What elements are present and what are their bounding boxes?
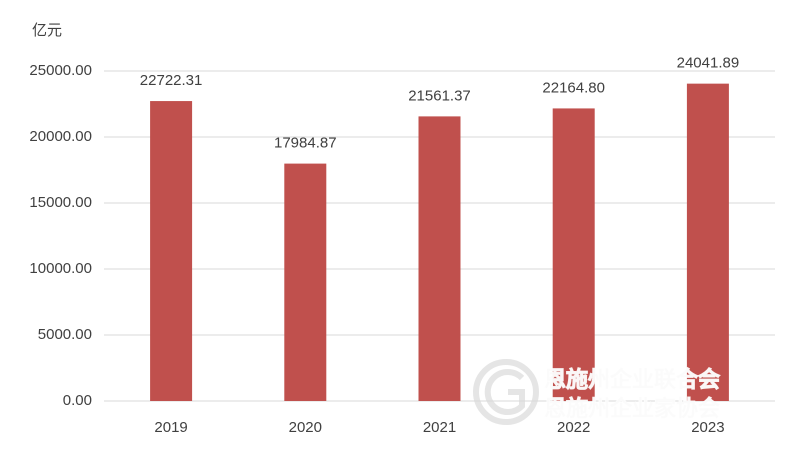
x-tick-label: 2019 xyxy=(154,419,187,436)
watermark-text: 恩施州企业联合会 xyxy=(544,367,720,392)
watermark-logo xyxy=(473,359,539,425)
x-tick-label: 2022 xyxy=(557,419,590,436)
value-label: 22164.80 xyxy=(542,79,605,96)
bar xyxy=(686,83,729,402)
y-tick-label: 10000.00 xyxy=(29,260,92,277)
y-tick-label: 25000.00 xyxy=(29,62,92,79)
x-tick-label: 2021 xyxy=(423,419,456,436)
x-tick-label: 2020 xyxy=(289,419,322,436)
bar xyxy=(418,116,461,401)
y-tick-label: 15000.00 xyxy=(29,194,92,211)
value-label: 17984.87 xyxy=(274,135,337,152)
watermark-text: 恩施州企业家协会 xyxy=(544,396,720,421)
y-tick-label: 20000.00 xyxy=(29,128,92,145)
bar xyxy=(552,108,595,402)
value-label: 21561.37 xyxy=(408,87,471,104)
value-label: 24041.89 xyxy=(677,55,740,72)
x-tick-label: 2023 xyxy=(691,419,724,436)
y-unit: 亿元 xyxy=(32,22,62,39)
value-label: 22722.31 xyxy=(140,72,203,89)
bar xyxy=(284,163,327,401)
bar xyxy=(150,101,193,402)
y-tick-label: 0.00 xyxy=(63,392,92,409)
y-tick-label: 5000.00 xyxy=(38,326,92,343)
